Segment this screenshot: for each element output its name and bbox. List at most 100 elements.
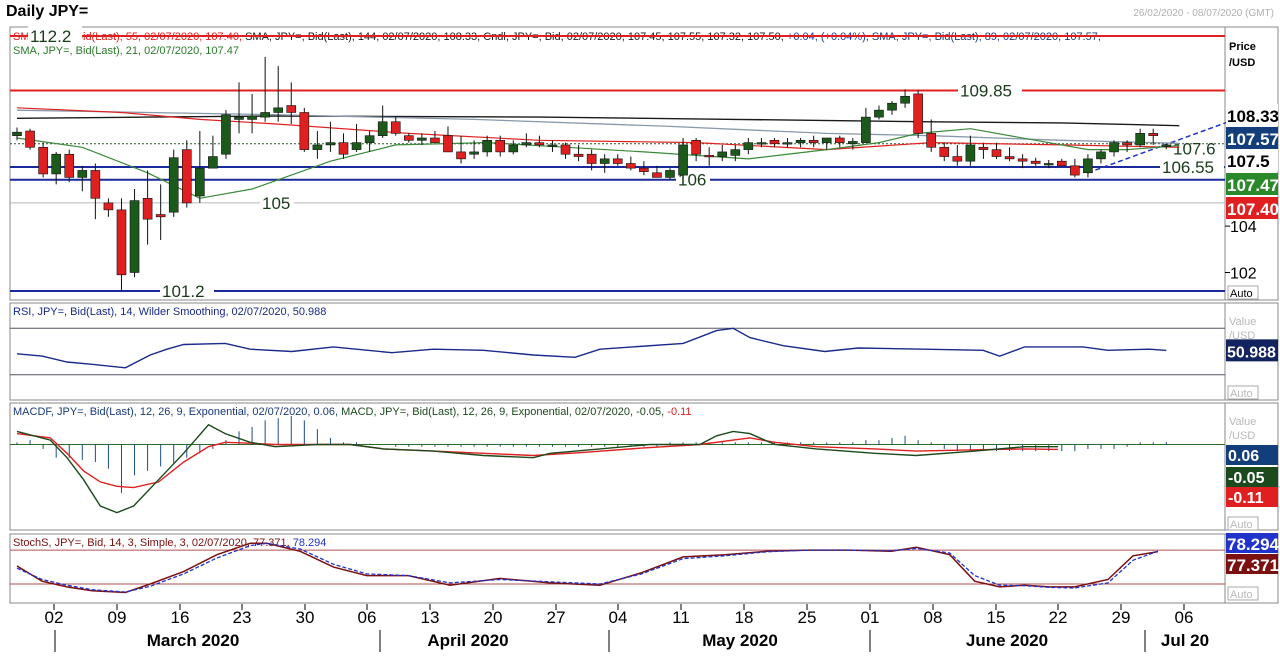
rsi-axis-unit: /USD — [1229, 330, 1255, 342]
candle-body — [978, 146, 989, 150]
stoch-legend-item: 78.294 — [293, 537, 327, 549]
macd-badge-bg — [1226, 487, 1278, 507]
x-tick-label-08: 08 — [924, 608, 943, 627]
candle-body — [586, 153, 597, 164]
price-legend-line1-item: SMA, JPY=, Bid(Last), 89, 02/07/2020, 10… — [872, 31, 1101, 43]
candle-body — [1161, 144, 1172, 147]
candle-body — [769, 140, 780, 145]
candle-body — [834, 137, 845, 143]
auto-scale-label-2: Auto — [1230, 519, 1253, 531]
candle-body — [208, 156, 218, 169]
x-tick-label-22: 22 — [1049, 608, 1068, 627]
candle-body — [900, 95, 910, 104]
x-tick-label-13: 13 — [421, 608, 440, 627]
level-label-current: 107.6 — [1173, 140, 1216, 159]
x-tick-label-02: 02 — [45, 608, 64, 627]
candle-body — [1030, 160, 1041, 164]
level-label-bg — [28, 25, 82, 44]
x-tick-label-06: 06 — [358, 608, 377, 627]
x-tick-label-09: 09 — [108, 608, 127, 627]
level-label-106: 106 — [678, 171, 706, 190]
candle-body — [221, 114, 231, 155]
candle-body — [678, 144, 688, 176]
candle-body — [1148, 133, 1159, 136]
candle-body — [521, 142, 532, 146]
candle-body — [534, 142, 545, 146]
candle-body — [103, 202, 114, 211]
x-tick-label-18: 18 — [735, 608, 754, 627]
stoch-plot-area — [9, 533, 1226, 604]
stoch-legend: StochS, JPY=, Bid, 14, 3, Simple, 3, 02/… — [13, 537, 326, 549]
macd-axis-unit: /USD — [1229, 430, 1255, 442]
month-label: Jul 20 — [1161, 631, 1209, 650]
macd-legend-item: -0.11 — [667, 406, 691, 418]
candle-body — [665, 170, 675, 178]
candle-body — [1070, 165, 1080, 176]
candle-body — [808, 140, 819, 143]
month-label: March 2020 — [147, 631, 240, 650]
price-legend-line2: SMA, JPY=, Bid(Last), 21, 02/07/2020, 10… — [13, 45, 239, 57]
candle-body — [12, 131, 22, 136]
price-badge-bg — [1226, 173, 1278, 195]
candle-body — [377, 121, 388, 136]
x-tick-label-16: 16 — [171, 608, 190, 627]
price-badge-107.47: 107.47 — [1227, 176, 1279, 195]
auto-scale-toggle-2 — [1227, 516, 1259, 531]
level-label-109.85: 109.85 — [960, 81, 1012, 100]
level-label-bg — [260, 192, 294, 211]
candle-body — [260, 112, 270, 118]
candle-body — [573, 153, 584, 157]
x-tick-label-15: 15 — [987, 608, 1006, 627]
x-tick-label-01: 01 — [861, 608, 880, 627]
auto-scale-label-0: Auto — [1230, 288, 1253, 300]
candle-body — [273, 107, 284, 113]
rsi-legend: RSI, JPY=, Bid(Last), 14, Wilder Smoothi… — [13, 306, 326, 318]
x-tick-label-04: 04 — [609, 608, 628, 627]
price-legend-line1: SMA, JPY=, Bid(Last), 55, 02/07/2020, 10… — [13, 31, 1101, 43]
candle-body — [469, 151, 479, 155]
x-tick-label-25: 25 — [798, 608, 817, 627]
x-tick-label-29: 29 — [1112, 608, 1131, 627]
stoch-badge-bg — [1226, 533, 1278, 553]
candle-body — [1004, 156, 1015, 160]
candle-body — [782, 142, 793, 145]
candle-body — [821, 137, 832, 143]
price-legend-line1-item: Cndl, JPY=, Bid, 02/07/2020, 107.45, 107… — [483, 31, 787, 43]
candle-body — [717, 151, 728, 157]
candle-body — [195, 167, 205, 197]
candle-body — [456, 151, 466, 160]
macd-badge--0.05: -0.05 — [1228, 470, 1265, 487]
x-tick-label-30: 30 — [296, 608, 315, 627]
candle-body — [155, 214, 166, 218]
price-axis-header: Price — [1229, 41, 1256, 53]
candle-body — [417, 137, 427, 141]
candle-body — [51, 153, 61, 175]
x-tick-label-11: 11 — [672, 608, 690, 627]
candle-body — [181, 149, 192, 204]
candle-body — [1109, 142, 1119, 153]
candle-body — [652, 172, 662, 178]
stoch-badge-78.294: 78.294 — [1227, 535, 1280, 554]
candle-body — [1083, 158, 1093, 174]
candle-body — [861, 116, 871, 143]
candle-body — [939, 146, 950, 157]
month-label: June 2020 — [966, 631, 1048, 650]
level-label-101.2: 101.2 — [162, 282, 205, 301]
candle-body — [129, 200, 140, 273]
chart-title: Daily JPY= — [6, 3, 89, 20]
candle-body — [25, 130, 35, 148]
candle-body — [390, 121, 401, 134]
date-range: 26/02/2020 - 08/07/2020 (GMT) — [1133, 8, 1274, 19]
macd-legend-item: MACDF, JPY=, Bid(Last), 12, 26, 9, Expon… — [13, 406, 341, 418]
candle-body — [312, 144, 323, 150]
candle-body — [430, 137, 440, 143]
candle-body — [848, 141, 858, 145]
macd-badge-bg — [1226, 467, 1278, 487]
candle-body — [299, 112, 310, 150]
candle-body — [965, 144, 976, 162]
level-label-bg — [160, 281, 214, 300]
macd-badge-bg — [1226, 445, 1278, 465]
candle-body — [756, 142, 767, 145]
sma-89-line — [16, 109, 1180, 144]
